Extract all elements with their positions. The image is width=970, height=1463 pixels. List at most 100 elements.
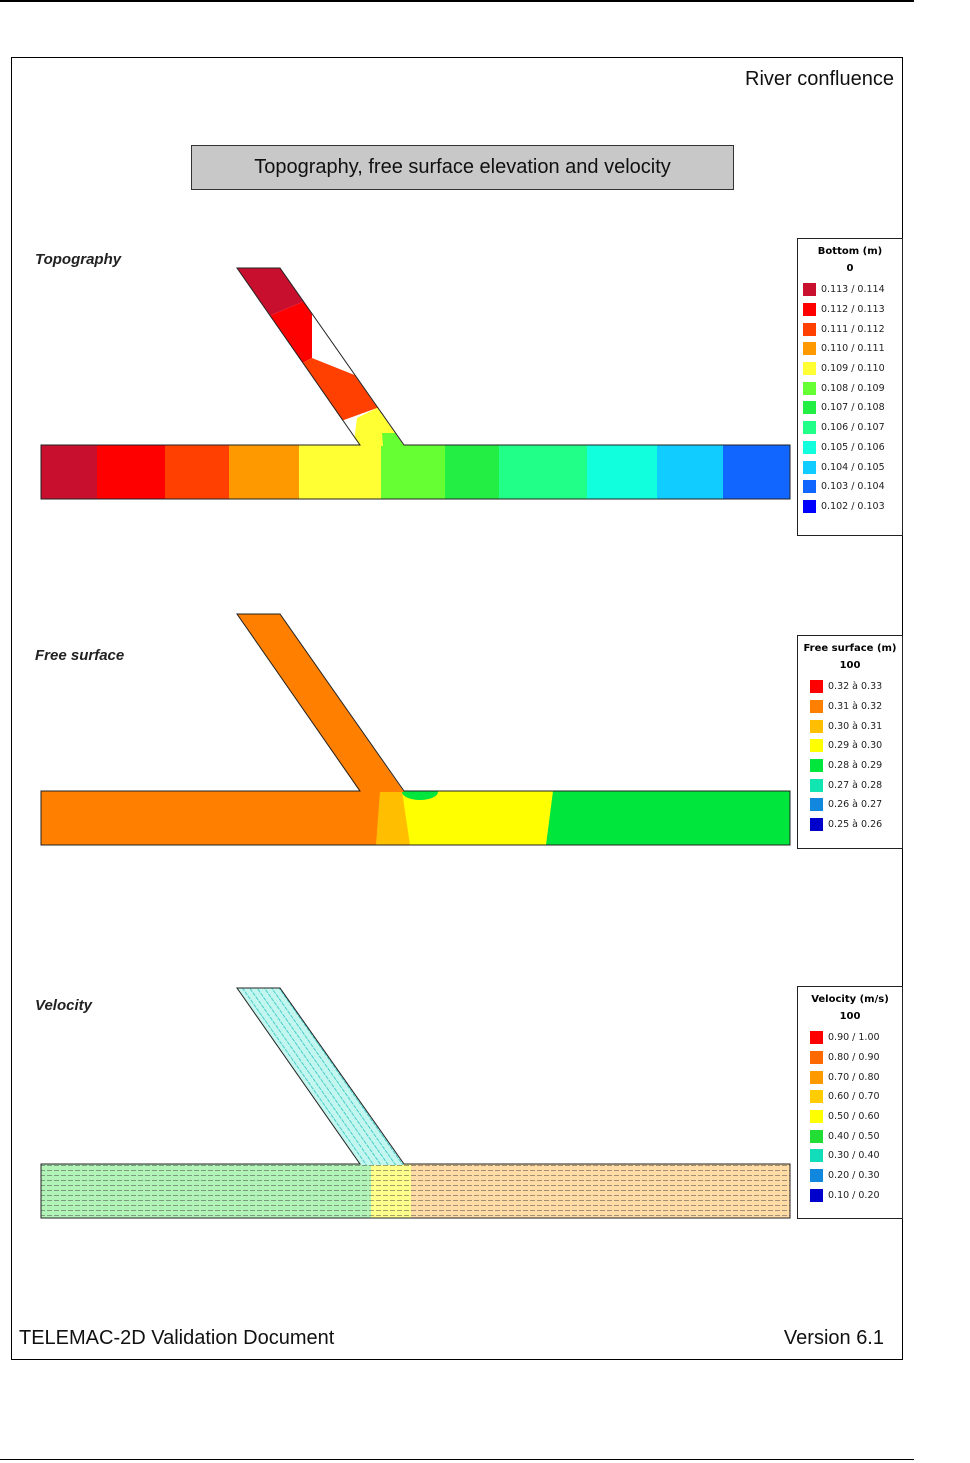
- legend-swatch: [810, 1031, 823, 1045]
- legend-swatch: [810, 700, 823, 714]
- velocity-legend-title: Velocity (m/s): [811, 994, 889, 1005]
- velocity-legend-item: 0.20 / 0.30: [798, 1166, 902, 1186]
- legend-swatch: [810, 798, 823, 812]
- bottom-legend: Bottom (m) 0 0.113 / 0.114 0.112 / 0.113 0…: [797, 238, 903, 536]
- velocity-legend-item: 0.70 / 0.80: [798, 1067, 902, 1087]
- legend-range-label: 0.102 / 0.103: [821, 500, 885, 512]
- velocity-label: Velocity: [35, 997, 92, 1014]
- legend-swatch: [803, 322, 816, 336]
- bottom-legend-item: 0.105 / 0.106: [798, 438, 902, 458]
- velocity-main-channel: [41, 1164, 790, 1218]
- legend-range-label: 0.25 à 0.26: [828, 819, 883, 831]
- top-rule: [0, 0, 914, 2]
- bottom-legend-item: 0.107 / 0.108: [798, 398, 902, 418]
- legend-range-label: 0.113 / 0.114: [821, 284, 885, 296]
- legend-range-label: 0.108 / 0.109: [821, 382, 885, 394]
- legend-swatch: [803, 381, 816, 395]
- legend-swatch: [803, 303, 816, 317]
- bottom-legend-title: Bottom (m): [817, 246, 883, 257]
- velocity-legend-item: 0.50 / 0.60: [798, 1107, 902, 1127]
- legend-range-label: 0.10 / 0.20: [828, 1189, 880, 1201]
- legend-range-label: 0.26 à 0.27: [828, 799, 883, 811]
- legend-swatch: [810, 818, 823, 832]
- free-surface-legend-time: 100: [839, 660, 861, 671]
- legend-swatch: [803, 499, 816, 513]
- free-surface-main-channel: [41, 791, 790, 845]
- velocity-legend-item: 0.40 / 0.50: [798, 1126, 902, 1146]
- legend-range-label: 0.28 à 0.29: [828, 760, 883, 772]
- bottom-legend-item: 0.104 / 0.105: [798, 457, 902, 477]
- legend-swatch: [810, 719, 823, 733]
- figure-title: Topography, free surface elevation and v…: [191, 145, 734, 190]
- free-surface-legend-item: 0.25 à 0.26: [798, 815, 902, 835]
- legend-swatch: [803, 460, 816, 474]
- legend-range-label: 0.32 à 0.33: [828, 681, 883, 693]
- legend-swatch: [810, 778, 823, 792]
- footer-document-name: TELEMAC-2D Validation Document: [19, 1327, 335, 1349]
- legend-swatch: [803, 342, 816, 356]
- bottom-legend-item: 0.102 / 0.103: [798, 497, 902, 517]
- bottom-legend-item: 0.111 / 0.112: [798, 319, 902, 339]
- bottom-legend-time: 0: [846, 263, 854, 274]
- legend-range-label: 0.105 / 0.106: [821, 441, 885, 453]
- velocity-legend-time: 100: [839, 1011, 861, 1022]
- legend-swatch: [803, 421, 816, 435]
- legend-swatch: [810, 1188, 823, 1202]
- figure-frame: River confluence Topography, free surfac…: [11, 57, 903, 1360]
- velocity-legend-item: 0.60 / 0.70: [798, 1087, 902, 1107]
- topography-label: Topography: [35, 251, 122, 268]
- legend-swatch: [810, 1051, 823, 1065]
- free-surface-legend-item: 0.26 à 0.27: [798, 795, 902, 815]
- legend-range-label: 0.30 à 0.31: [828, 720, 883, 732]
- legend-range-label: 0.107 / 0.108: [821, 402, 885, 414]
- legend-swatch: [810, 759, 823, 773]
- velocity-legend: Velocity (m/s) 100 0.90 / 1.00 0.80 / 0.9…: [797, 986, 903, 1219]
- legend-swatch: [810, 739, 823, 753]
- topography-main-channel: [41, 445, 790, 499]
- velocity-legend-item: 0.10 / 0.20: [798, 1186, 902, 1206]
- velocity-legend-item: 0.80 / 0.90: [798, 1048, 902, 1068]
- bottom-rule: [0, 1459, 914, 1460]
- bottom-legend-item: 0.110 / 0.111: [798, 339, 902, 359]
- legend-swatch: [803, 401, 816, 415]
- legend-swatch: [803, 440, 816, 454]
- legend-range-label: 0.40 / 0.50: [828, 1130, 880, 1142]
- legend-swatch: [803, 283, 816, 297]
- legend-range-label: 0.31 à 0.32: [828, 701, 883, 713]
- legend-range-label: 0.106 / 0.107: [821, 422, 885, 434]
- legend-swatch: [810, 1110, 823, 1124]
- legend-range-label: 0.60 / 0.70: [828, 1091, 880, 1103]
- legend-swatch: [810, 680, 823, 694]
- legend-range-label: 0.70 / 0.80: [828, 1071, 880, 1083]
- bottom-legend-item: 0.103 / 0.104: [798, 477, 902, 497]
- legend-range-label: 0.30 / 0.40: [828, 1150, 880, 1162]
- free-surface-legend-item: 0.32 à 0.33: [798, 677, 902, 697]
- legend-range-label: 0.112 / 0.113: [821, 304, 885, 316]
- free-surface-legend: Free surface (m) 100 0.32 à 0.33 0.31 à 0…: [797, 635, 903, 849]
- free-surface-legend-item: 0.31 à 0.32: [798, 697, 902, 717]
- bottom-legend-item: 0.112 / 0.113: [798, 300, 902, 320]
- legend-range-label: 0.110 / 0.111: [821, 343, 885, 355]
- legend-range-label: 0.111 / 0.112: [821, 323, 885, 335]
- legend-range-label: 0.27 à 0.28: [828, 779, 883, 791]
- legend-swatch: [810, 1169, 823, 1183]
- free-surface-tributary: [237, 614, 404, 792]
- free-surface-legend-item: 0.29 à 0.30: [798, 736, 902, 756]
- legend-range-label: 0.109 / 0.110: [821, 363, 885, 375]
- free-surface-plot: [40, 613, 791, 846]
- legend-range-label: 0.29 à 0.30: [828, 740, 883, 752]
- bottom-legend-item: 0.113 / 0.114: [798, 280, 902, 300]
- legend-swatch: [810, 1149, 823, 1163]
- legend-swatch: [810, 1070, 823, 1084]
- legend-range-label: 0.103 / 0.104: [821, 481, 885, 493]
- case-subtitle: River confluence: [745, 68, 894, 90]
- topography-tributary: [237, 268, 404, 446]
- legend-range-label: 0.104 / 0.105: [821, 461, 885, 473]
- bottom-legend-item: 0.106 / 0.107: [798, 418, 902, 438]
- bottom-legend-item: 0.109 / 0.110: [798, 359, 902, 379]
- bottom-legend-item: 0.108 / 0.109: [798, 378, 902, 398]
- free-surface-legend-item: 0.27 à 0.28: [798, 775, 902, 795]
- legend-range-label: 0.20 / 0.30: [828, 1170, 880, 1182]
- free-surface-label: Free surface: [35, 647, 125, 664]
- free-surface-legend-item: 0.30 à 0.31: [798, 716, 902, 736]
